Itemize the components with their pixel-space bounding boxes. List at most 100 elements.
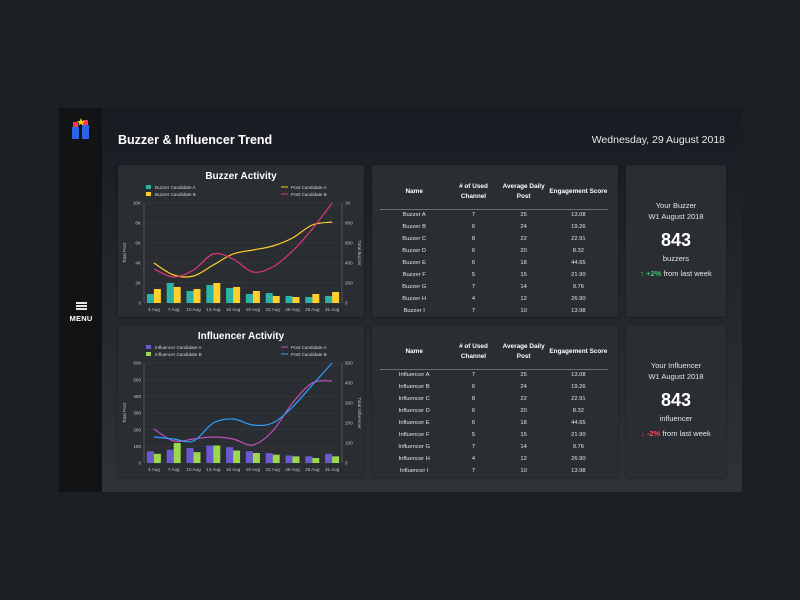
table-cell: Influencer H bbox=[398, 456, 430, 462]
bar bbox=[213, 445, 221, 463]
bar bbox=[332, 292, 340, 303]
y2-tick-label: 1K bbox=[345, 201, 352, 206]
table-row[interactable]: Buzzer B 6 24 19.26 bbox=[380, 221, 608, 233]
table-row[interactable]: Buzzer F 5 15 21.90 bbox=[380, 269, 608, 281]
table-row[interactable]: Influencer H 4 12 26.90 bbox=[380, 453, 608, 465]
table-cell: 6 bbox=[471, 248, 476, 254]
table-cell: 9.76 bbox=[572, 284, 584, 290]
table-row[interactable]: Influencer A 7 25 13.08 bbox=[380, 369, 608, 381]
table-row[interactable]: Influencer F 5 15 21.90 bbox=[380, 429, 608, 441]
table-cell: Influencer F bbox=[398, 432, 430, 438]
table-cell: Buzzer E bbox=[402, 260, 426, 266]
menu-button[interactable]: MENU bbox=[63, 302, 99, 332]
table-cell: 10 bbox=[520, 468, 527, 474]
menu-label: MENU bbox=[69, 314, 93, 323]
bar bbox=[272, 454, 280, 463]
bar bbox=[233, 450, 241, 463]
table-cell: 22.91 bbox=[571, 236, 586, 242]
table-cell: 44.65 bbox=[571, 260, 586, 266]
x-tick-label: 16 Aug bbox=[226, 307, 241, 312]
column-header-channel[interactable]: # of Used Channel bbox=[459, 343, 488, 360]
y2-axis-title: Total Influencer bbox=[357, 397, 362, 429]
x-tick-label: 28 Aug bbox=[305, 467, 320, 472]
y2-axis-title: Total Buzzer bbox=[357, 240, 362, 266]
bar bbox=[193, 452, 201, 463]
table-row[interactable]: Influencer I 7 10 13.98 bbox=[380, 465, 608, 477]
table-cell: 15 bbox=[520, 272, 527, 278]
column-header-name[interactable]: Name bbox=[405, 348, 423, 355]
table-cell: 7 bbox=[471, 212, 476, 219]
y-tick-label: 600 bbox=[133, 361, 141, 366]
column-header-engagement[interactable]: Engagement Score bbox=[549, 188, 608, 195]
bar bbox=[265, 293, 273, 303]
table-row[interactable]: Buzzer E 6 18 44.65 bbox=[380, 257, 608, 269]
influencer-table: Name # of Used Channel Average Daily Pos… bbox=[380, 335, 608, 477]
bar bbox=[166, 449, 174, 463]
bar bbox=[146, 294, 154, 303]
y-axis-title: Total Post bbox=[122, 402, 127, 423]
table-row[interactable]: Buzzer A 7 25 13.08 bbox=[380, 209, 608, 221]
bar bbox=[305, 456, 313, 463]
table-row[interactable]: Influencer B 6 24 19.26 bbox=[380, 381, 608, 393]
buzzer-stat-label-line2: W1 August 2018 bbox=[648, 211, 704, 221]
legend-label: Buzzer Candidate A bbox=[155, 185, 197, 190]
buzzer-trend: ↑ +2% from last week bbox=[626, 269, 726, 278]
table-cell: 8 bbox=[471, 236, 476, 242]
bar bbox=[292, 297, 300, 303]
y-tick-label: 500 bbox=[133, 377, 141, 382]
table-cell: 6 bbox=[471, 384, 476, 390]
bar bbox=[285, 455, 293, 463]
column-header-channel[interactable]: # of Used Channel bbox=[459, 183, 488, 200]
bar bbox=[272, 296, 280, 303]
y-tick-label: 300 bbox=[133, 411, 141, 416]
y2-tick-label: 400 bbox=[345, 381, 353, 386]
table-cell: 26.90 bbox=[571, 296, 586, 302]
bar bbox=[285, 296, 293, 303]
table-cell: 13.08 bbox=[571, 212, 586, 219]
table-row[interactable]: Buzzer C 8 22 22.91 bbox=[380, 233, 608, 245]
y-tick-label: 2K bbox=[135, 281, 142, 286]
buzzer-chart-title: Buzzer Activity bbox=[205, 171, 277, 182]
table-cell: 4 bbox=[471, 456, 476, 462]
table-row[interactable]: Influencer C 8 22 22.91 bbox=[380, 393, 608, 405]
sidebar: MENU bbox=[59, 108, 102, 492]
y-tick-label: 6K bbox=[135, 241, 142, 246]
table-cell: Buzzer F bbox=[402, 272, 426, 278]
column-header-engagement[interactable]: Engagement Score bbox=[549, 348, 608, 355]
bar bbox=[226, 447, 234, 463]
bar bbox=[186, 291, 194, 303]
y-tick-label: 200 bbox=[133, 427, 141, 432]
table-cell: 9.76 bbox=[572, 444, 584, 450]
bar bbox=[226, 288, 234, 303]
bar bbox=[305, 297, 313, 303]
column-header-name[interactable]: Name bbox=[405, 188, 423, 195]
column-header-daily-post[interactable]: Average Daily Post bbox=[502, 183, 545, 200]
series-line bbox=[153, 221, 333, 278]
table-row[interactable]: Influencer E 6 18 44.65 bbox=[380, 417, 608, 429]
influencer-chart-title: Influencer Activity bbox=[197, 331, 285, 342]
table-cell: Buzzer G bbox=[402, 284, 427, 290]
table-row[interactable]: Buzzer G 7 14 9.76 bbox=[380, 281, 608, 293]
table-row[interactable]: Influencer G 7 14 9.76 bbox=[380, 441, 608, 453]
influencer-activity-card: Influencer Activity Influencer Candidate… bbox=[118, 325, 364, 477]
influencer-trend-text: from last week bbox=[662, 429, 711, 438]
table-cell: 7 bbox=[471, 372, 476, 379]
x-tick-label: 13 Aug bbox=[206, 307, 221, 312]
x-tick-label: 7 Aug bbox=[168, 467, 180, 472]
table-cell: 19.26 bbox=[571, 224, 586, 230]
table-cell: 22.91 bbox=[571, 396, 586, 402]
table-row[interactable]: Influencer D 6 20 8.32 bbox=[380, 405, 608, 417]
table-cell: 12 bbox=[520, 296, 527, 302]
bar bbox=[245, 451, 253, 463]
table-row[interactable]: Buzzer D 6 20 8.32 bbox=[380, 245, 608, 257]
table-cell: 5 bbox=[471, 272, 476, 278]
column-header-daily-post[interactable]: Average Daily Post bbox=[502, 343, 545, 360]
table-row[interactable]: Buzzer I 7 10 13.98 bbox=[380, 305, 608, 317]
influencer-count: 843 bbox=[660, 390, 692, 410]
table-row[interactable]: Buzzer H 4 12 26.90 bbox=[380, 293, 608, 305]
table-cell: 10 bbox=[520, 308, 527, 314]
table-cell: 24 bbox=[520, 224, 527, 230]
table-cell: 24 bbox=[520, 384, 527, 390]
table-cell: 7 bbox=[471, 284, 476, 290]
x-tick-label: 19 Aug bbox=[246, 307, 261, 312]
